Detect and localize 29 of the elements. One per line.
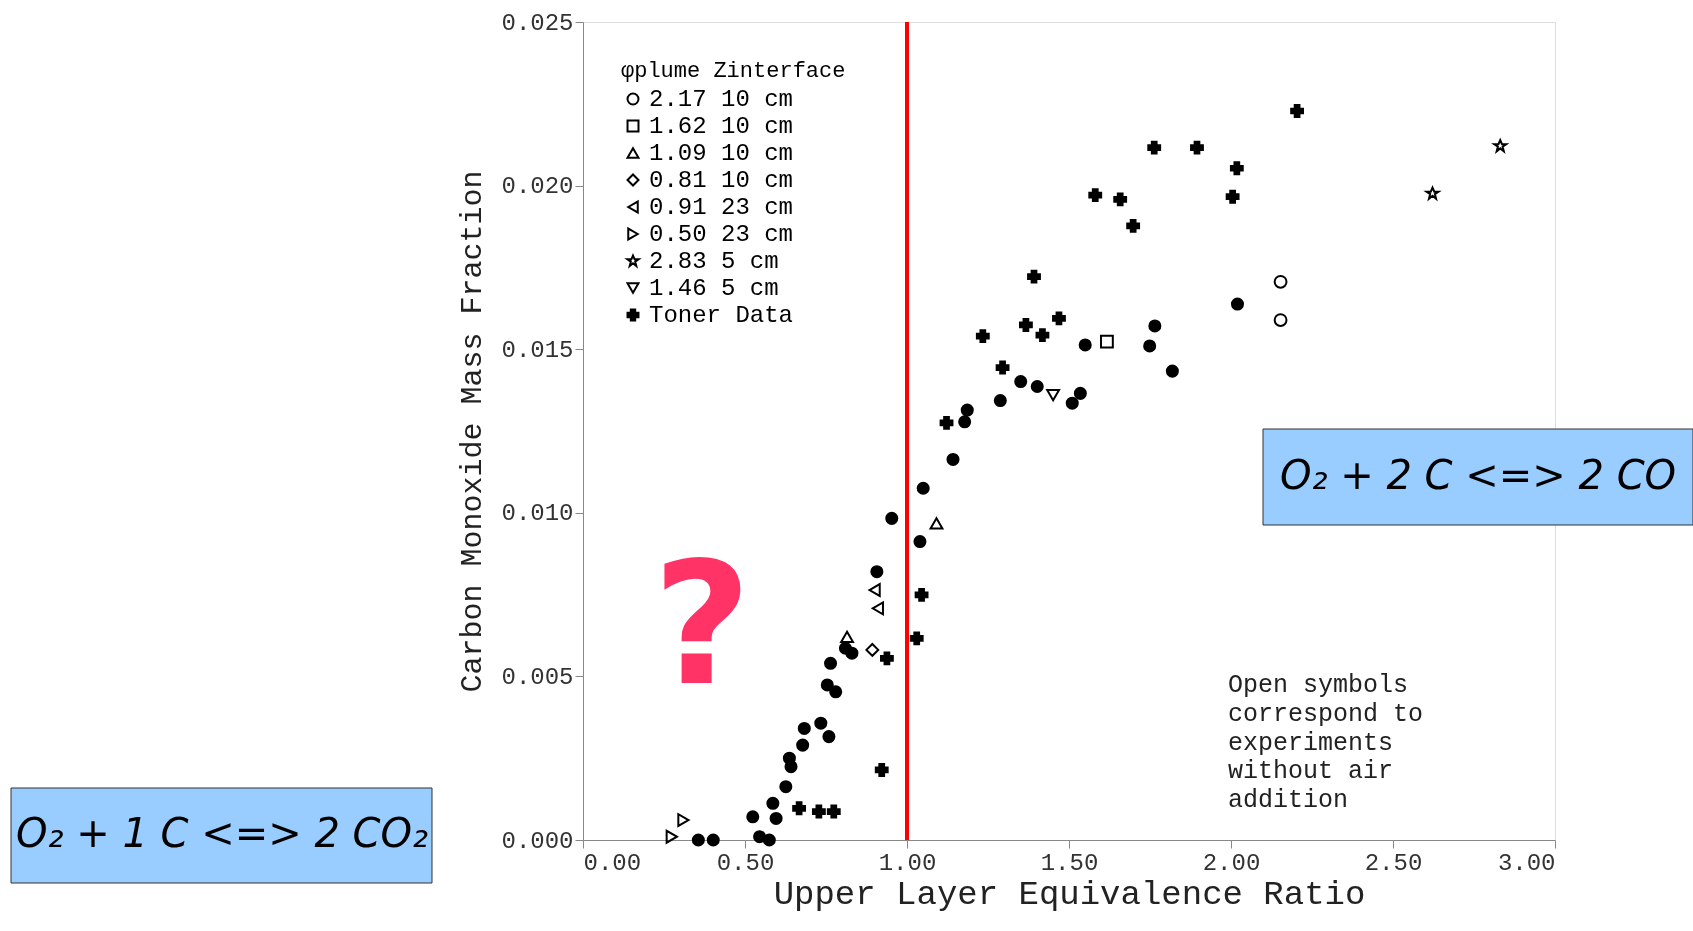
- legend-label: 2.17 10 cm: [649, 86, 794, 113]
- legend-label: 0.81 10 cm: [649, 167, 794, 194]
- legend-label: 0.50 23 cm: [649, 221, 794, 248]
- x-tick-label: 1.00: [878, 849, 937, 877]
- legend-label: 1.46 5 cm: [649, 275, 779, 302]
- annotation: Open symbols correspond to experiments without air addition: [1228, 671, 1424, 815]
- x-tick-label: 0.00: [583, 849, 642, 877]
- legend-label: 1.09 10 cm: [649, 140, 794, 167]
- annotation: O₂ + 2 C <=> 2 CO: [1279, 452, 1677, 498]
- x-tick-label: 3.00: [1497, 849, 1556, 877]
- legend-title: φplume Zinterface: [621, 59, 846, 84]
- y-tick-label: 0.020: [501, 173, 574, 201]
- y-tick-label: 0.005: [501, 663, 574, 691]
- x-tick-label: 2.00: [1202, 849, 1261, 877]
- y-tick-label: 0.000: [501, 827, 574, 855]
- y-tick-label: 0.025: [501, 9, 574, 37]
- legend-label: 1.62 10 cm: [649, 113, 794, 140]
- y-tick-label: 0.010: [501, 500, 574, 528]
- y-axis-title: Carbon Monoxide Mass Fraction: [456, 170, 491, 693]
- x-axis-title: Upper Layer Equivalence Ratio: [773, 875, 1366, 914]
- text: O₂ + 1 C <=> 2 CO₂: [15, 810, 429, 856]
- y-tick-label: 0.015: [501, 336, 574, 364]
- legend-label: 2.83 5 cm: [649, 248, 779, 275]
- x-tick-label: 0.50: [716, 849, 775, 877]
- x-tick-label: 2.50: [1364, 849, 1423, 877]
- legend-label: 0.91 23 cm: [649, 194, 794, 221]
- x-tick-label: 1.50: [1040, 849, 1099, 877]
- annotation: ?: [652, 525, 752, 723]
- legend-label: Toner Data: [649, 302, 794, 329]
